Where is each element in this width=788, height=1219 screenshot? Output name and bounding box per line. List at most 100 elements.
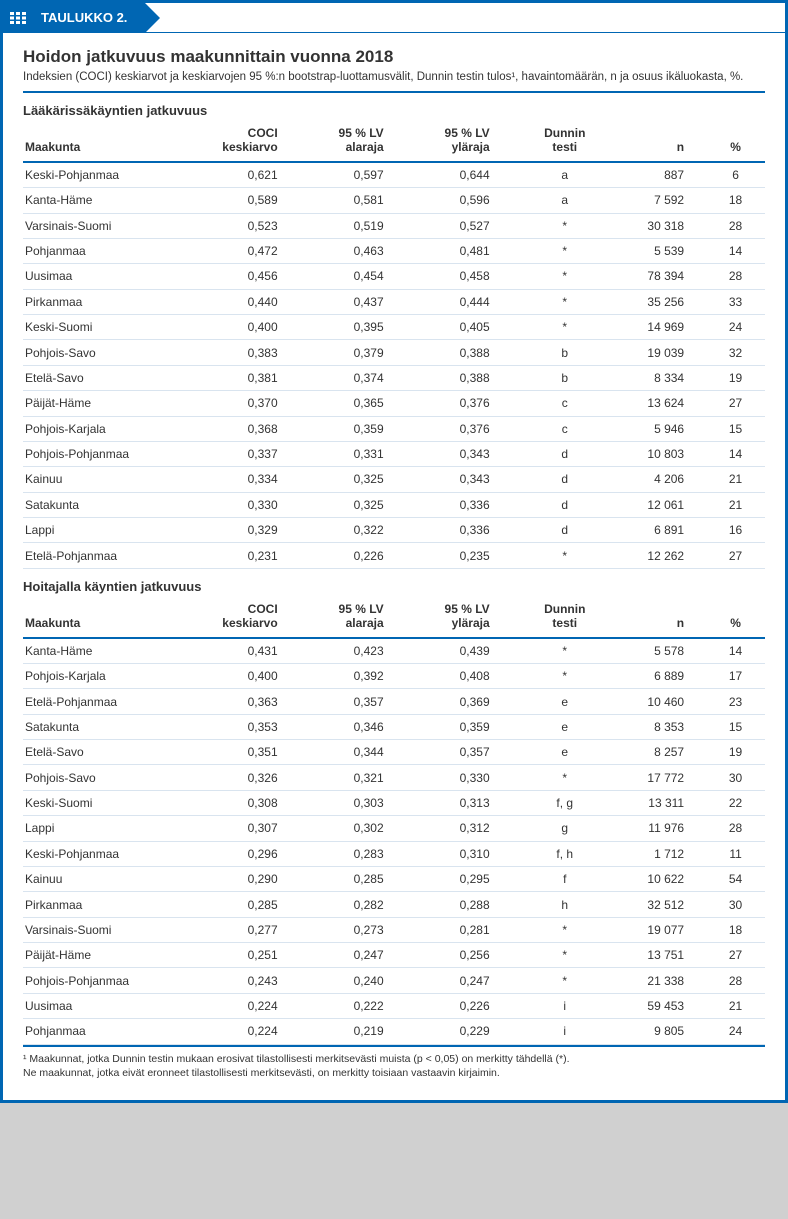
table-row: Varsinais-Suomi0,2770,2730,281*19 07718 bbox=[23, 917, 765, 942]
content: Hoidon jatkuvuus maakunnittain vuonna 20… bbox=[3, 33, 785, 1100]
cell-n: 10 803 bbox=[612, 441, 706, 466]
cell-region: Etelä-Savo bbox=[23, 740, 200, 765]
cell-dunn: e bbox=[518, 689, 612, 714]
cell-n: 7 592 bbox=[612, 188, 706, 213]
cell-region: Keski-Suomi bbox=[23, 790, 200, 815]
cell-hi: 0,247 bbox=[412, 968, 518, 993]
cell-dunn: a bbox=[518, 162, 612, 188]
cell-coci: 0,431 bbox=[200, 638, 306, 664]
table-title: Hoidon jatkuvuus maakunnittain vuonna 20… bbox=[23, 47, 765, 67]
table-head: Maakunta COCIkeskiarvo 95 % LValaraja 95… bbox=[23, 122, 765, 162]
cell-pct: 14 bbox=[706, 441, 765, 466]
cell-region: Pohjois-Pohjanmaa bbox=[23, 968, 200, 993]
cell-region: Uusimaa bbox=[23, 993, 200, 1018]
cell-region: Satakunta bbox=[23, 492, 200, 517]
footnote: ¹ Maakunnat, jotka Dunnin testin mukaan … bbox=[23, 1045, 765, 1080]
table-row: Pirkanmaa0,2850,2820,288h32 51230 bbox=[23, 892, 765, 917]
cell-lo: 0,454 bbox=[306, 264, 412, 289]
table-row: Etelä-Savo0,3510,3440,357e8 25719 bbox=[23, 740, 765, 765]
cell-lo: 0,303 bbox=[306, 790, 412, 815]
cell-dunn: f, g bbox=[518, 790, 612, 815]
cell-coci: 0,285 bbox=[200, 892, 306, 917]
cell-pct: 19 bbox=[706, 740, 765, 765]
cell-lo: 0,374 bbox=[306, 365, 412, 390]
cell-lo: 0,282 bbox=[306, 892, 412, 917]
table-row: Varsinais-Suomi0,5230,5190,527*30 31828 bbox=[23, 213, 765, 238]
cell-hi: 0,359 bbox=[412, 714, 518, 739]
col-n: n bbox=[612, 122, 706, 162]
cell-pct: 33 bbox=[706, 289, 765, 314]
cell-dunn: * bbox=[518, 213, 612, 238]
table-row: Uusimaa0,4560,4540,458*78 39428 bbox=[23, 264, 765, 289]
table-row: Pohjois-Karjala0,4000,3920,408*6 88917 bbox=[23, 663, 765, 688]
cell-hi: 0,369 bbox=[412, 689, 518, 714]
cell-lo: 0,344 bbox=[306, 740, 412, 765]
cell-coci: 0,296 bbox=[200, 841, 306, 866]
cell-pct: 18 bbox=[706, 917, 765, 942]
cell-coci: 0,326 bbox=[200, 765, 306, 790]
cell-lo: 0,519 bbox=[306, 213, 412, 238]
cell-n: 21 338 bbox=[612, 968, 706, 993]
cell-region: Pohjois-Karjala bbox=[23, 416, 200, 441]
cell-pct: 32 bbox=[706, 340, 765, 365]
table-row: Pohjois-Karjala0,3680,3590,376c5 94615 bbox=[23, 416, 765, 441]
cell-n: 5 539 bbox=[612, 238, 706, 263]
cell-lo: 0,273 bbox=[306, 917, 412, 942]
cell-region: Uusimaa bbox=[23, 264, 200, 289]
cell-lo: 0,463 bbox=[306, 238, 412, 263]
cell-lo: 0,240 bbox=[306, 968, 412, 993]
cell-coci: 0,621 bbox=[200, 162, 306, 188]
cell-n: 14 969 bbox=[612, 315, 706, 340]
cell-lo: 0,392 bbox=[306, 663, 412, 688]
cell-lo: 0,226 bbox=[306, 543, 412, 568]
cell-pct: 30 bbox=[706, 892, 765, 917]
cell-dunn: b bbox=[518, 340, 612, 365]
cell-coci: 0,400 bbox=[200, 315, 306, 340]
cell-dunn: d bbox=[518, 467, 612, 492]
section1-title: Lääkärissäkäyntien jatkuvuus bbox=[23, 103, 765, 118]
cell-hi: 0,408 bbox=[412, 663, 518, 688]
table-row: Satakunta0,3530,3460,359e8 35315 bbox=[23, 714, 765, 739]
cell-dunn: * bbox=[518, 315, 612, 340]
cell-coci: 0,243 bbox=[200, 968, 306, 993]
col-hi: 95 % LVyläraja bbox=[412, 122, 518, 162]
cell-coci: 0,383 bbox=[200, 340, 306, 365]
table-row: Keski-Pohjanmaa0,6210,5970,644a8876 bbox=[23, 162, 765, 188]
cell-lo: 0,379 bbox=[306, 340, 412, 365]
cell-lo: 0,581 bbox=[306, 188, 412, 213]
cell-region: Kainuu bbox=[23, 467, 200, 492]
table-row: Kanta-Häme0,5890,5810,596a7 59218 bbox=[23, 188, 765, 213]
cell-region: Keski-Suomi bbox=[23, 315, 200, 340]
cell-region: Kainuu bbox=[23, 866, 200, 891]
cell-region: Kanta-Häme bbox=[23, 188, 200, 213]
cell-coci: 0,308 bbox=[200, 790, 306, 815]
section1-table: Maakunta COCIkeskiarvo 95 % LValaraja 95… bbox=[23, 122, 765, 569]
cell-hi: 0,405 bbox=[412, 315, 518, 340]
cell-pct: 28 bbox=[706, 213, 765, 238]
table-row: Pohjois-Pohjanmaa0,3370,3310,343d10 8031… bbox=[23, 441, 765, 466]
col-lo: 95 % LValaraja bbox=[306, 122, 412, 162]
cell-region: Pohjanmaa bbox=[23, 1019, 200, 1044]
cell-dunn: * bbox=[518, 289, 612, 314]
table-row: Kainuu0,2900,2850,295f10 62254 bbox=[23, 866, 765, 891]
cell-dunn: * bbox=[518, 238, 612, 263]
table-row: Kainuu0,3340,3250,343d4 20621 bbox=[23, 467, 765, 492]
cell-coci: 0,231 bbox=[200, 543, 306, 568]
cell-pct: 16 bbox=[706, 518, 765, 543]
cell-region: Keski-Pohjanmaa bbox=[23, 162, 200, 188]
cell-pct: 24 bbox=[706, 1019, 765, 1044]
cell-hi: 0,343 bbox=[412, 467, 518, 492]
header-label: TAULUKKO 2. bbox=[33, 3, 145, 33]
cell-hi: 0,256 bbox=[412, 943, 518, 968]
cell-dunn: * bbox=[518, 943, 612, 968]
cell-lo: 0,322 bbox=[306, 518, 412, 543]
cell-dunn: d bbox=[518, 518, 612, 543]
cell-n: 32 512 bbox=[612, 892, 706, 917]
cell-pct: 27 bbox=[706, 543, 765, 568]
cell-n: 5 946 bbox=[612, 416, 706, 441]
table-icon bbox=[3, 3, 33, 33]
cell-region: Pohjanmaa bbox=[23, 238, 200, 263]
cell-pct: 14 bbox=[706, 238, 765, 263]
cell-region: Pirkanmaa bbox=[23, 892, 200, 917]
cell-coci: 0,589 bbox=[200, 188, 306, 213]
